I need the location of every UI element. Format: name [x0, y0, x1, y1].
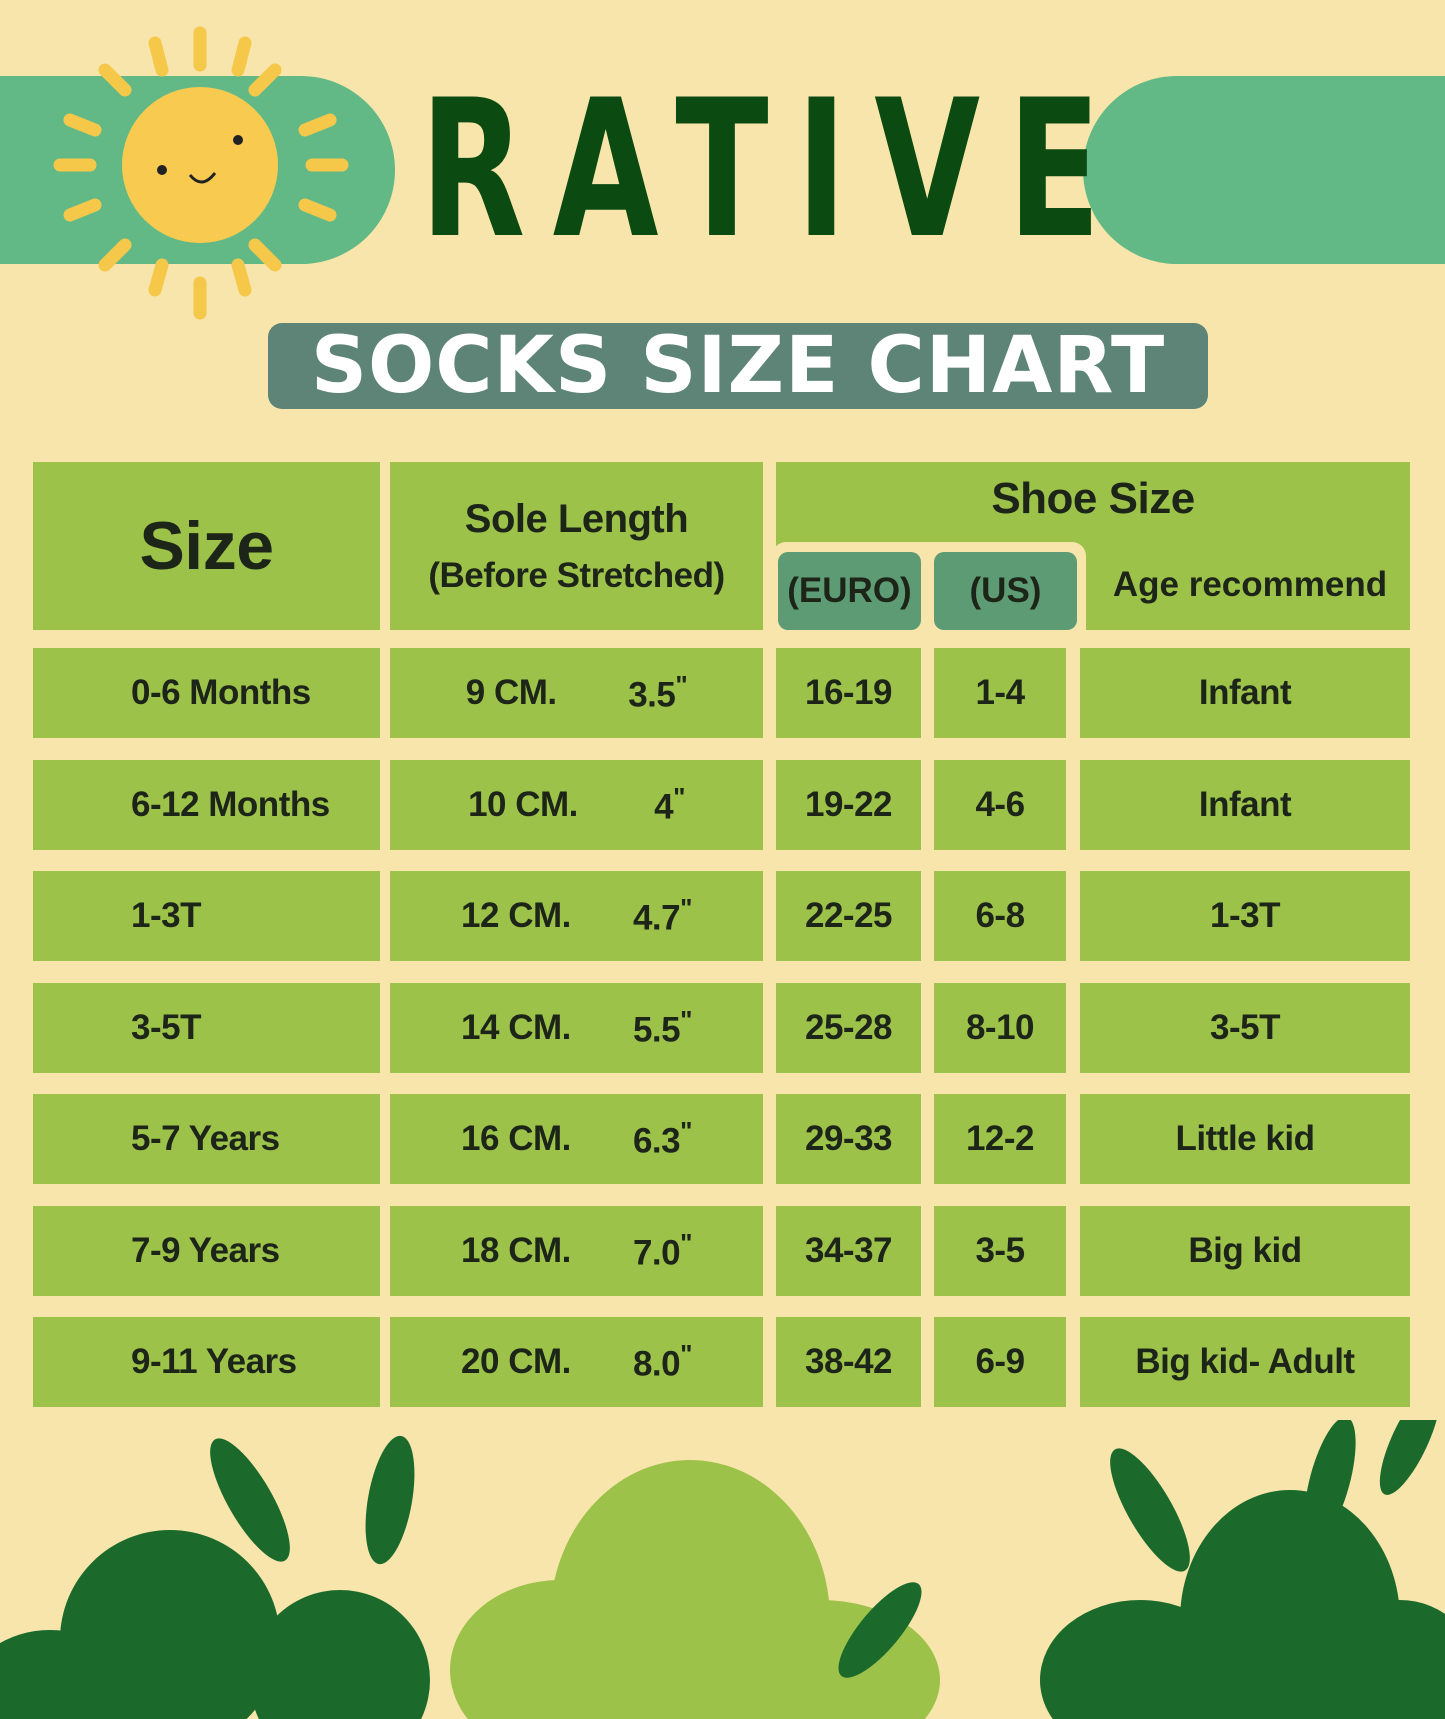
inch-value: 6.3" [633, 1116, 692, 1162]
cm-value: 18 CM. [461, 1230, 571, 1270]
inch-mark: " [680, 1227, 692, 1258]
euro-cell: 19-22 [776, 759, 921, 850]
cm-value: 9 CM. [465, 673, 557, 712]
inch-mark: " [680, 893, 692, 924]
inch-value: 8.0" [633, 1339, 692, 1385]
page-title: SOCKS SIZE CHART [268, 323, 1208, 409]
header-size: Size [33, 462, 380, 630]
us-cell: 1-4 [934, 648, 1066, 738]
us-cell: 8-10 [934, 982, 1066, 1073]
inch-value: 4" [654, 782, 685, 828]
size-cell: 9-11 Years [33, 1317, 380, 1407]
us-cell: 6-9 [934, 1317, 1066, 1407]
euro-cell: 22-25 [776, 871, 921, 961]
inch-value: 3.5" [628, 670, 687, 716]
age-cell: Big kid- Adult [1080, 1317, 1410, 1407]
size-cell: 7-9 Years [33, 1205, 380, 1296]
sole-length-cell: 18 CM. 7.0" [390, 1205, 763, 1296]
us-cell: 3-5 [934, 1205, 1066, 1296]
cm-value: 14 CM. [461, 1007, 571, 1047]
banner-right [1083, 76, 1445, 264]
euro-cell: 16-19 [776, 648, 921, 738]
sole-length-cell: 16 CM. 6.3" [390, 1094, 763, 1184]
sole-length-cell: 10 CM. 4" [390, 759, 763, 850]
sole-length-cell: 20 CM. 8.0" [390, 1317, 763, 1407]
age-cell: 1-3T [1080, 871, 1410, 961]
size-cell: 3-5T [33, 982, 380, 1073]
sole-length-cell: 14 CM. 5.5" [390, 982, 763, 1073]
cm-value: 10 CM. [468, 784, 578, 824]
age-cell: Big kid [1080, 1205, 1410, 1296]
inch-number: 4 [654, 787, 674, 827]
header-shoe-size-label: Shoe Size [991, 474, 1195, 523]
us-cell: 4-6 [934, 759, 1066, 850]
inch-mark: " [675, 670, 688, 701]
inch-number: 7.0 [632, 1233, 681, 1273]
inch-value: 7.0" [633, 1228, 692, 1274]
inch-number: 8.0 [632, 1344, 681, 1384]
sun-icon [53, 26, 349, 320]
leaves-decoration-icon [0, 1420, 1445, 1719]
us-cell: 6-8 [934, 871, 1066, 961]
size-cell: 6-12 Months [33, 759, 380, 850]
age-cell: Little kid [1080, 1094, 1410, 1184]
inch-number: 6.3 [632, 1121, 681, 1161]
header-us: (US) [934, 552, 1077, 630]
inch-mark: " [680, 1339, 692, 1370]
header-euro: (EURO) [778, 552, 921, 630]
cm-value: 20 CM. [461, 1342, 571, 1381]
cm-value: 16 CM. [461, 1119, 571, 1158]
header-sole-line1: Sole Length [464, 496, 689, 541]
euro-cell: 29-33 [776, 1094, 921, 1184]
inch-number: 5.5 [632, 1010, 681, 1050]
sole-length-cell: 12 CM. 4.7" [390, 871, 763, 961]
inch-mark: " [680, 1116, 692, 1147]
cm-value: 12 CM. [461, 896, 571, 935]
euro-cell: 25-28 [776, 982, 921, 1073]
header-sole-length: Sole Length (Before Stretched) [390, 462, 763, 630]
size-cell: 0-6 Months [33, 648, 380, 738]
inch-mark: " [673, 781, 685, 812]
us-cell: 12-2 [934, 1094, 1066, 1184]
age-cell: 3-5T [1080, 982, 1410, 1073]
inch-mark: " [680, 1004, 692, 1035]
sole-length-cell: 9 CM. 3.5" [390, 648, 763, 738]
euro-cell: 34-37 [776, 1205, 921, 1296]
age-cell: Infant [1080, 759, 1410, 850]
header-sole-line2: (Before Stretched) [428, 555, 725, 595]
euro-cell: 38-42 [776, 1317, 921, 1407]
header-age: Age recommend [1112, 565, 1388, 604]
brand-logo: RATIVE [420, 59, 1129, 280]
inch-number: 3.5 [628, 675, 676, 715]
inch-value: 4.7" [633, 893, 692, 939]
inch-value: 5.5" [633, 1005, 692, 1051]
inch-number: 4.7 [632, 898, 681, 938]
age-cell: Infant [1080, 648, 1410, 738]
size-cell: 1-3T [33, 871, 380, 961]
size-cell: 5-7 Years [33, 1094, 380, 1184]
